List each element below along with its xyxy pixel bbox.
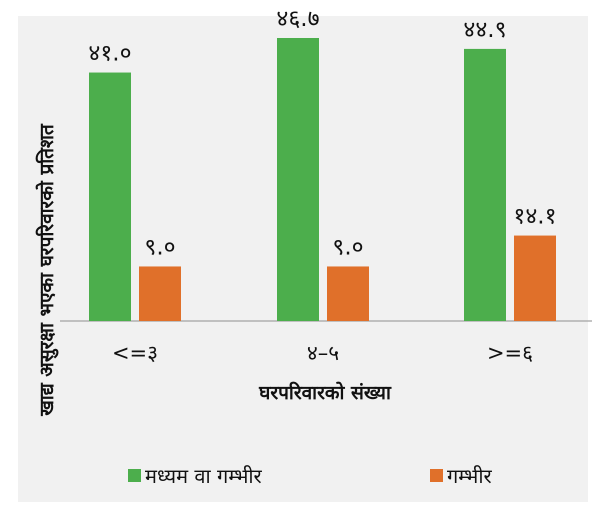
data-label: ९.०: [144, 234, 175, 260]
x-tick-label: <=३: [112, 341, 158, 365]
bar-severe-1: [327, 266, 369, 321]
data-label: ४१.०: [88, 41, 131, 67]
x-tick-label: ४–५: [307, 341, 339, 365]
data-label: ४६.७: [276, 6, 319, 32]
x-tick-label: >=६: [487, 341, 533, 365]
bar-severe-0: [139, 266, 181, 321]
data-label: १४.१: [513, 204, 556, 230]
bar-moderate-or-severe-2: [464, 48, 506, 321]
data-label: ९.०: [332, 234, 363, 260]
bar-moderate-or-severe-0: [89, 72, 131, 321]
x-axis-label: घरपरिवारको संख्या: [258, 381, 392, 404]
bar-moderate-or-severe-1: [277, 37, 319, 322]
bar-severe-2: [514, 235, 556, 321]
y-axis-label: खाद्य असुरक्षा भएका घरपरिवारको प्रतिशत: [35, 123, 59, 417]
data-label: ४४.९: [463, 17, 506, 43]
